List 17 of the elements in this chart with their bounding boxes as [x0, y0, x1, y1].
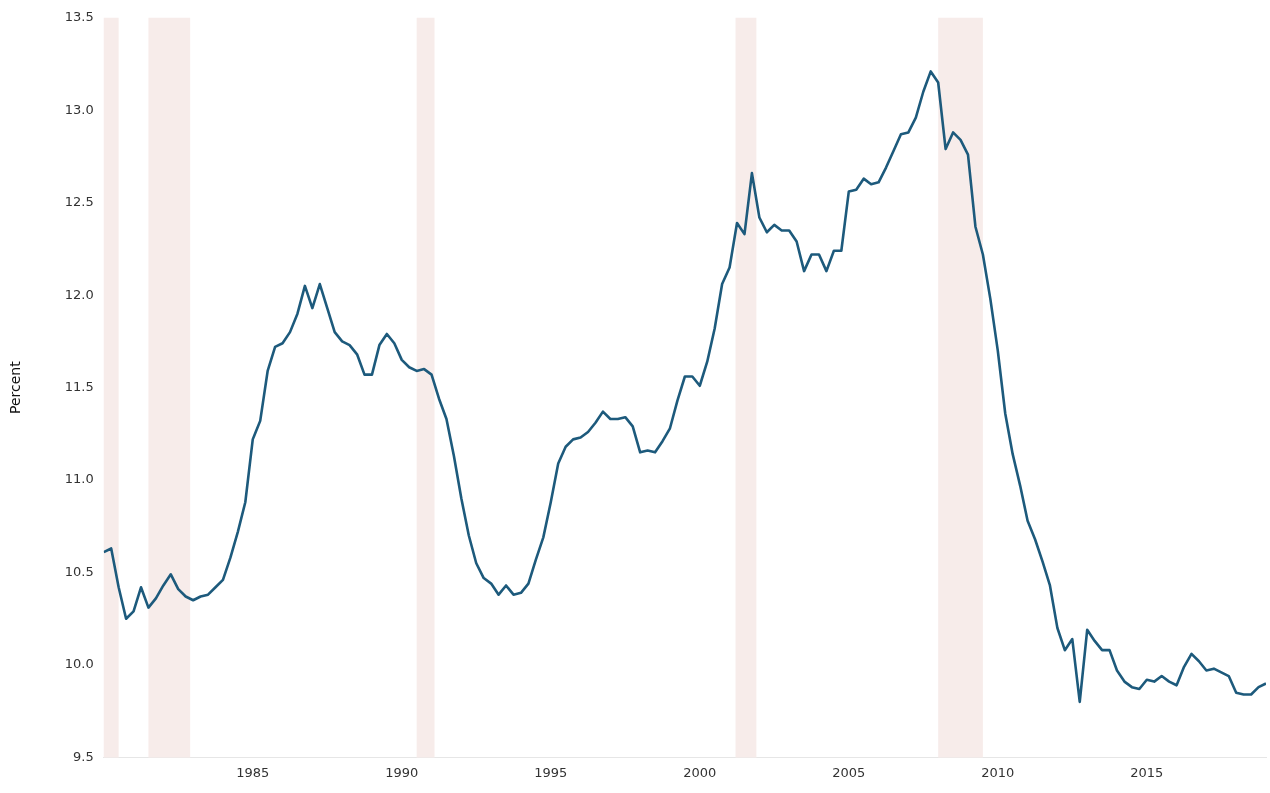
y-tick-label: 11.5 — [64, 378, 94, 394]
x-tick-label: 2010 — [981, 764, 1015, 780]
x-tick-label: 1985 — [236, 764, 270, 780]
y-tick-label: 9.5 — [73, 748, 94, 764]
y-tick-label: 12.5 — [64, 194, 94, 210]
y-tick-label: 13.0 — [64, 101, 94, 117]
y-tick-label: 10.5 — [64, 563, 94, 579]
x-tick-label: 1995 — [534, 764, 568, 780]
x-tick-label: 2000 — [683, 764, 717, 780]
x-tick-label: 1990 — [385, 764, 419, 780]
x-tick-label: 2015 — [1130, 764, 1164, 780]
y-tick-label: 10.0 — [64, 656, 94, 672]
y-tick-label: 11.0 — [64, 471, 94, 487]
y-tick-label: 13.5 — [64, 9, 94, 25]
y-tick-label: 12.0 — [64, 286, 94, 302]
y-axis-title: Percent — [7, 360, 24, 414]
x-tick-label: 2005 — [832, 764, 866, 780]
